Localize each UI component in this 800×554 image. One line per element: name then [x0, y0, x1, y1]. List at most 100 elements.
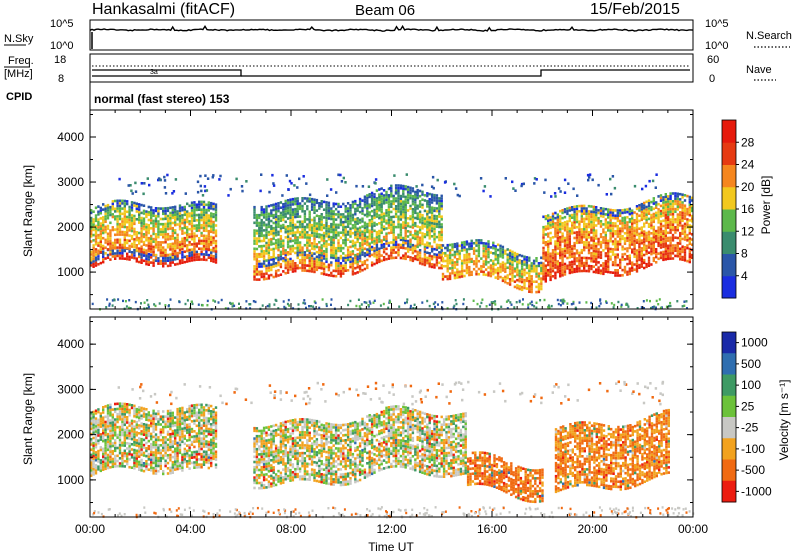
heat-cell: [354, 220, 357, 224]
heat-cell: [104, 230, 107, 234]
heat-cell: [662, 211, 665, 215]
heat-cell: [380, 202, 383, 206]
ground-cell: [599, 302, 602, 305]
ground-cell: [268, 303, 271, 306]
heat-cell: [296, 264, 299, 267]
heat-cell: [123, 241, 126, 244]
heat-cell: [547, 250, 550, 254]
heat-cell: [94, 469, 98, 472]
heat-cell: [291, 210, 295, 214]
heat-cell: [671, 244, 675, 247]
heat-cell: [363, 203, 367, 206]
heat-cell: [164, 262, 167, 265]
heat-cell: [686, 236, 689, 239]
heat-cell: [614, 232, 617, 236]
heat-cell: [200, 250, 203, 253]
heat-cell: [114, 243, 117, 247]
heat-cell: [212, 241, 215, 245]
heat-cell: [183, 205, 186, 209]
heat-cell: [97, 452, 100, 455]
heat-cell: [566, 233, 569, 236]
heat-cell: [90, 469, 93, 472]
heat-cell: [373, 211, 376, 214]
heat-cell: [142, 259, 146, 263]
heat-cell: [339, 215, 343, 219]
heat-cell: [349, 204, 352, 207]
heat-cell: [214, 242, 218, 245]
heat-cell: [416, 194, 419, 197]
heat-cell: [363, 231, 367, 235]
heat-cell: [392, 236, 395, 239]
heat-cell: [380, 192, 383, 196]
heat-cell: [308, 223, 311, 227]
heat-cell: [643, 258, 646, 262]
heat-cell: [532, 259, 536, 263]
heat-cell: [477, 241, 481, 245]
heat-cell: [258, 216, 261, 220]
heat-cell: [294, 246, 297, 250]
heat-cell: [616, 274, 619, 277]
heat-cell: [683, 259, 687, 262]
heat-cell: [358, 270, 362, 273]
heat-cell: [664, 247, 667, 251]
heat-cell: [390, 223, 393, 227]
ground-cell: [509, 301, 512, 304]
heat-cell: [621, 219, 624, 222]
heat-cell: [645, 244, 648, 248]
heat-cell: [255, 219, 259, 222]
heat-cell: [647, 235, 651, 239]
heat-cell: [551, 225, 555, 229]
heat-cell: [313, 265, 316, 268]
heat-cell: [330, 246, 333, 249]
heat-cell: [392, 228, 395, 232]
heat-cell: [130, 208, 134, 212]
heat-cell: [520, 254, 524, 258]
heat-cell: [559, 246, 562, 249]
heat-cell: [193, 206, 196, 209]
ground-cell: [414, 307, 417, 310]
heat-cell: [614, 261, 617, 264]
heat-cell: [614, 248, 617, 251]
heat-cell: [97, 228, 100, 232]
heat-cell: [121, 249, 124, 252]
heat-cell: [667, 218, 670, 222]
heat-cell: [375, 233, 379, 237]
heat-cell: [303, 269, 307, 272]
heat-cell: [399, 187, 403, 190]
heat-cell: [332, 228, 335, 231]
heat-cell: [397, 246, 400, 249]
heat-cell: [643, 217, 646, 220]
heat-cell: [496, 259, 500, 262]
heat-cell: [628, 262, 631, 265]
heat-cell: [318, 204, 321, 208]
heat-cell: [178, 225, 182, 228]
heat-cell: [349, 232, 352, 236]
heat-cell: [178, 227, 182, 231]
heat-cell: [154, 238, 158, 241]
heat-cell: [556, 242, 559, 245]
heat-cell: [669, 239, 672, 242]
heat-cell: [202, 229, 206, 232]
heat-cell: [404, 257, 407, 261]
beam-title: Beam 06: [355, 2, 416, 19]
heat-cell: [212, 231, 215, 234]
heat-cell: [92, 454, 95, 458]
heat-cell: [118, 228, 122, 231]
heat-cell: [92, 444, 95, 448]
heat-cell: [356, 227, 359, 231]
heat-cell: [561, 211, 564, 215]
heat-cell: [332, 212, 335, 216]
heat-cell: [518, 279, 521, 283]
heat-cell: [621, 229, 624, 233]
heat-cell: [580, 230, 583, 234]
heat-cell: [90, 240, 93, 243]
heat-cell: [438, 215, 441, 218]
heat-cell: [520, 259, 524, 263]
heat-cell: [688, 247, 691, 251]
heat-cell: [198, 226, 201, 230]
heat-cell: [200, 216, 203, 219]
heat-cell: [354, 225, 357, 229]
heat-cell: [595, 247, 598, 251]
heat-cell: [440, 194, 443, 198]
heat-cell: [198, 218, 201, 222]
